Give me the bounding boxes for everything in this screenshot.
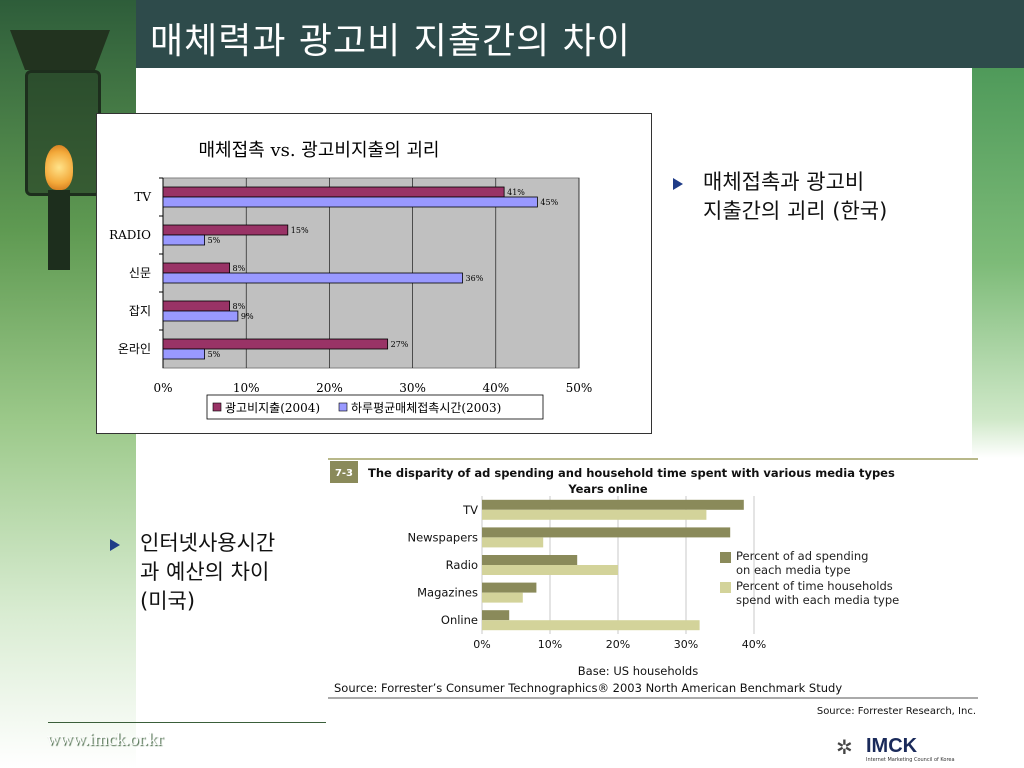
bar <box>482 582 537 593</box>
legend-box <box>206 394 544 420</box>
lamp-icon <box>10 30 110 70</box>
x-tick-label: 20% <box>316 381 343 395</box>
chart-source-note: Source: Forrester’s Consumer Technograph… <box>334 681 842 695</box>
y-category-label: TV <box>134 190 151 204</box>
bar <box>162 348 205 360</box>
imck-logo-text: IMCK <box>866 735 918 757</box>
bar <box>162 196 538 208</box>
bullet-arrow-icon <box>110 539 120 551</box>
bullet-korea: 매체접촉과 광고비 지출간의 괴리 (한국) <box>703 168 887 226</box>
figure-number-badge <box>330 461 358 483</box>
bar-value-label: 8% <box>233 302 246 311</box>
x-tick-label: 40% <box>742 638 766 651</box>
slide-title: 매체력과 광고비 지출간의 차이 <box>150 21 631 62</box>
x-tick-label: 0% <box>473 638 490 651</box>
y-category-label: 잡지 <box>129 304 151 318</box>
x-tick-label: 0% <box>153 381 172 395</box>
x-tick-label: 10% <box>233 381 260 395</box>
candle-flame-icon <box>45 145 73 190</box>
bar <box>482 610 510 621</box>
bar <box>482 565 618 575</box>
imck-logo: ✲ IMCK Internet Marketing Council of Kor… <box>836 735 955 765</box>
chart-subtitle: Years online <box>567 482 648 496</box>
legend-label: 하루평균매체접촉시간(2003) <box>351 401 501 415</box>
chart-title: The disparity of ad spending and househo… <box>368 466 895 480</box>
bar <box>482 537 544 548</box>
bar-value-label: 5% <box>208 236 221 245</box>
y-category-label: RADIO <box>109 228 151 242</box>
x-tick-label: 50% <box>566 381 593 395</box>
bar-value-label: 36% <box>466 274 484 283</box>
legend-swatch <box>338 402 348 412</box>
bullet-korea-line2: 지출간의 괴리 (한국) <box>703 199 888 223</box>
bullet-usa-line1: 인터넷사용시간 <box>140 531 276 555</box>
bullet-usa-line2: 과 예산의 차이 <box>140 560 270 584</box>
bar-value-label: 41% <box>507 188 525 197</box>
legend-label-line1: Percent of time households <box>736 579 893 593</box>
footer-url[interactable]: www.imck.or.kr <box>47 729 164 749</box>
legend-label-line2: spend with each media type <box>736 593 899 607</box>
bar <box>482 509 707 520</box>
y-category-label: Radio <box>446 558 478 572</box>
y-category-label: Magazines <box>417 586 478 600</box>
bar <box>482 499 744 510</box>
chart-base-note: Base: US households <box>578 664 698 678</box>
figure-number: 7-3 <box>335 468 353 479</box>
chart-credit: Source: Forrester Research, Inc. <box>817 706 976 717</box>
bar <box>162 272 463 284</box>
bar <box>162 338 389 350</box>
y-category-label: 신문 <box>129 266 151 280</box>
bar <box>162 300 230 312</box>
y-category-label: TV <box>462 503 478 517</box>
bar-value-label: 8% <box>233 264 246 273</box>
legend-label-line2: on each media type <box>736 563 851 577</box>
legend-swatch <box>720 552 731 563</box>
legend-swatch <box>720 582 731 593</box>
bar <box>162 224 289 236</box>
x-tick-label: 30% <box>674 638 698 651</box>
title-bar <box>136 0 1024 68</box>
bar <box>482 620 700 631</box>
usa-media-chart: 7-3 The disparity of ad spending and hous… <box>328 458 978 726</box>
x-tick-label: 30% <box>399 381 426 395</box>
legend-label-line1: Percent of ad spending <box>736 549 868 563</box>
bar-value-label: 27% <box>391 340 409 349</box>
korea-media-chart-svg: 매체접촉 vs. 광고비지출의 괴리 0% 10% 20% 30% 40% 50% TV 41%… <box>109 140 593 420</box>
usa-media-chart-svg: 7-3 The disparity of ad spending and hous… <box>328 458 978 717</box>
bar-value-label: 9% <box>241 312 254 321</box>
bar <box>162 310 239 322</box>
x-tick-label: 10% <box>538 638 562 651</box>
x-tick-label: 40% <box>482 381 509 395</box>
bar <box>162 262 230 274</box>
bullet-usa: 인터넷사용시간 과 예산의 차이 (미국) <box>140 529 275 616</box>
bar-value-label: 5% <box>208 350 221 359</box>
y-category-label: Newspapers <box>407 530 478 544</box>
korea-media-chart: 매체접촉 vs. 광고비지출의 괴리 0% 10% 20% 30% 40% 50% TV 41%… <box>96 113 652 434</box>
bar-value-label: 15% <box>291 226 309 235</box>
bar <box>482 592 523 603</box>
bar <box>162 234 205 246</box>
legend-swatch <box>212 402 222 412</box>
right-decoration <box>972 68 1024 458</box>
bar <box>482 555 578 565</box>
bullet-korea-line1: 매체접촉과 광고비 <box>703 170 865 194</box>
bullet-arrow-icon <box>673 178 683 190</box>
bullet-usa-line3: (미국) <box>140 589 196 613</box>
y-category-label: 온라인 <box>118 342 151 356</box>
x-tick-label: 20% <box>606 638 630 651</box>
bar-value-label: 45% <box>540 198 558 207</box>
legend-label: 광고비지출(2004) <box>225 401 320 415</box>
y-category-label: Online <box>441 613 478 627</box>
chart-title: 매체접촉 vs. 광고비지출의 괴리 <box>198 140 439 161</box>
bar <box>162 186 505 198</box>
lamp-post <box>48 190 70 270</box>
imck-logo-subtitle: Internet Marketing Council of Korea <box>866 757 955 763</box>
footer-divider <box>48 722 326 723</box>
bar <box>482 527 731 538</box>
imck-emblem-icon: ✲ <box>836 735 853 759</box>
